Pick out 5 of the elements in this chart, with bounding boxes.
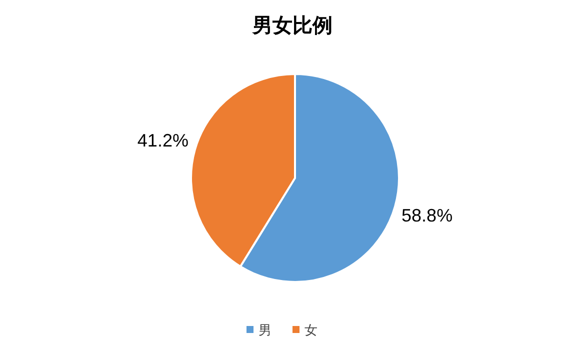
legend-label: 女 (304, 322, 318, 338)
data-label: 41.2% (137, 130, 188, 151)
data-label: 58.8% (402, 205, 453, 226)
legend-label: 男 (258, 322, 272, 338)
chart-title: 男女比例 (252, 15, 332, 37)
